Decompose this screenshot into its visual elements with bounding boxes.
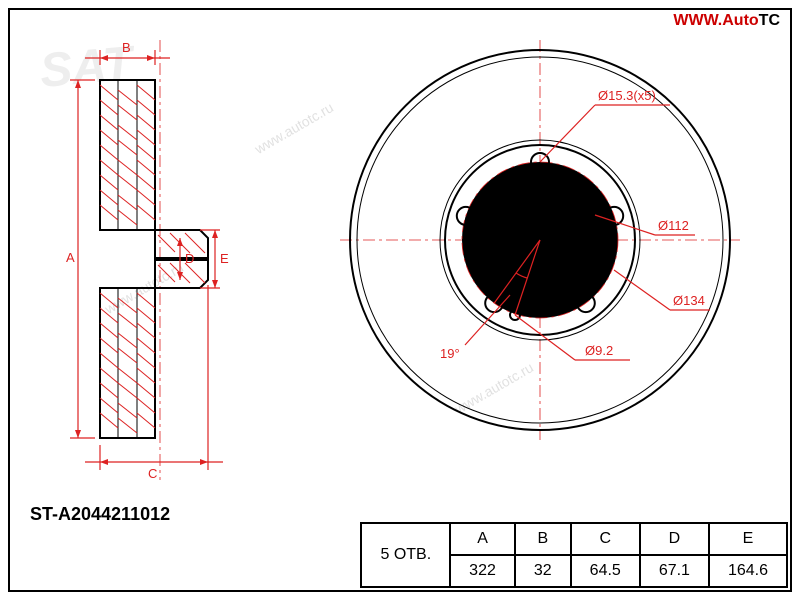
val-D: 67.1 [640, 555, 709, 587]
col-D: D [640, 523, 709, 555]
col-A: A [450, 523, 515, 555]
col-C: C [571, 523, 640, 555]
table-label: 5 OTB. [361, 523, 450, 587]
dim-A-label: A [66, 250, 75, 265]
dim-B-label: B [122, 40, 131, 55]
site-url: WWW.AutoTC [673, 12, 780, 30]
col-B: B [515, 523, 571, 555]
angle-label: 19° [440, 346, 460, 361]
bolt-dia-label: Ø15.3(x5) [598, 88, 656, 103]
pin-dia-label: Ø9.2 [585, 343, 613, 358]
url-tc: TC [759, 12, 780, 29]
front-face-view: Ø15.3(x5) Ø112 Ø134 Ø9.2 19° [330, 30, 750, 450]
part-number: ST-A2044211012 [30, 504, 170, 525]
val-B: 32 [515, 555, 571, 587]
dim-E-label: E [220, 251, 229, 266]
side-cross-section: B [40, 30, 280, 490]
dimension-table: 5 OTB. A B C D E 322 32 64.5 67.1 164.6 [360, 522, 788, 588]
val-A: 322 [450, 555, 515, 587]
url-www: WWW. [673, 12, 722, 29]
val-C: 64.5 [571, 555, 640, 587]
center-bore-label: Ø112 [658, 218, 689, 233]
dim-C-label: C [148, 466, 157, 481]
val-E: 164.6 [709, 555, 787, 587]
rotor-section-upper [100, 80, 155, 230]
rotor-section-lower [100, 288, 155, 438]
url-main: Auto [722, 12, 758, 29]
dim-D-label: D [185, 251, 194, 266]
bolt-circle-label: Ø134 [673, 293, 705, 308]
col-E: E [709, 523, 787, 555]
